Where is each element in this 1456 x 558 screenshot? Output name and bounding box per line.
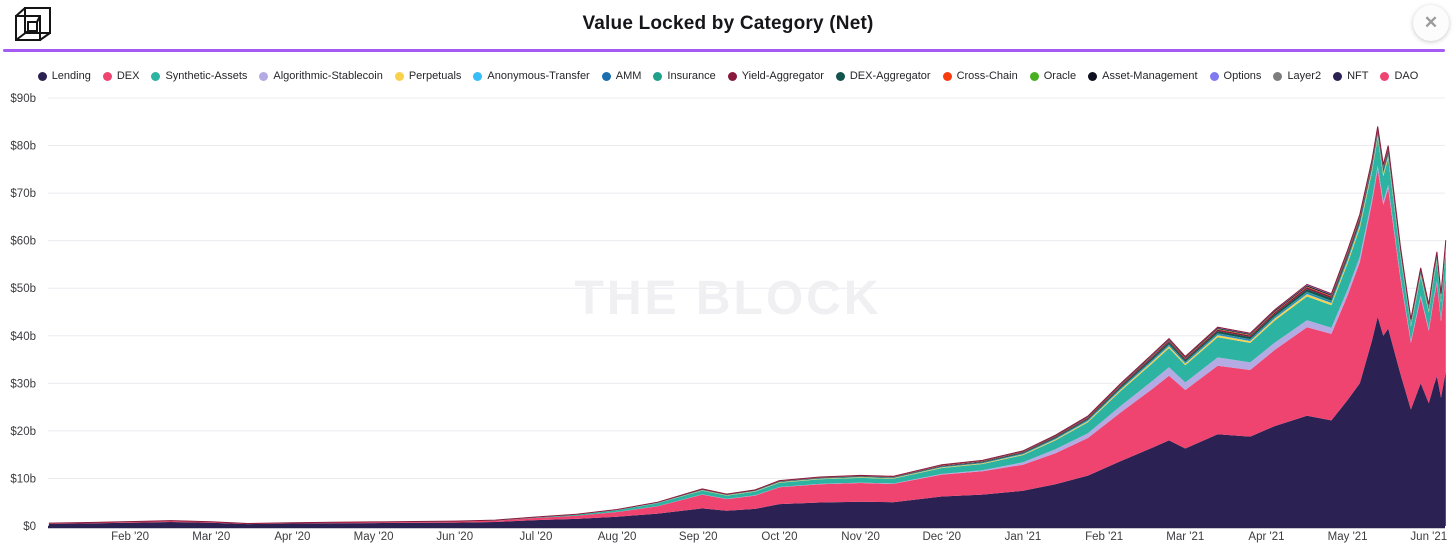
legend-item-cross-chain[interactable]: Cross-Chain [943, 70, 1018, 82]
legend-label: Options [1224, 70, 1262, 82]
legend-label: DEX-Aggregator [850, 70, 931, 82]
legend-dot [395, 72, 404, 81]
legend-dot [1088, 72, 1097, 81]
legend-item-oracle[interactable]: Oracle [1030, 70, 1076, 82]
legend-dot [38, 72, 47, 81]
legend-label: DEX [117, 70, 140, 82]
legend-item-dex[interactable]: DEX [103, 70, 140, 82]
legend-item-options[interactable]: Options [1210, 70, 1262, 82]
y-axis-label: $20b [10, 426, 36, 438]
legend-label: DAO [1394, 70, 1418, 82]
x-axis-label: Jan '21 [1005, 531, 1042, 543]
y-axis-label: $50b [10, 283, 36, 295]
legend-dot [1030, 72, 1039, 81]
legend-dot [473, 72, 482, 81]
legend: Lending DEX Synthetic-Assets Algorithmic-St… [0, 67, 1456, 85]
page-title: Value Locked by Category (Net) [0, 13, 1456, 35]
x-axis-label: Mar '21 [1166, 531, 1204, 543]
legend-item-lending[interactable]: Lending [38, 70, 91, 82]
x-axis-label: Oct '20 [761, 531, 797, 543]
legend-label: Synthetic-Assets [165, 70, 247, 82]
legend-dot [151, 72, 160, 81]
legend-label: Insurance [667, 70, 715, 82]
legend-label: Layer2 [1287, 70, 1321, 82]
legend-item-dex-aggregator[interactable]: DEX-Aggregator [836, 70, 931, 82]
y-axis-label: $60b [10, 236, 36, 248]
legend-label: Yield-Aggregator [742, 70, 824, 82]
header-divider [3, 49, 1445, 52]
chart-area[interactable]: THE BLOCK $0$10b$20b$30b$40b$50b$60b$70b… [0, 88, 1456, 553]
legend-item-anonymous-transfer[interactable]: Anonymous-Transfer [473, 70, 589, 82]
y-axis-label: $90b [10, 93, 36, 105]
legend-label: Asset-Management [1102, 70, 1197, 82]
legend-item-yield-aggregator[interactable]: Yield-Aggregator [728, 70, 824, 82]
legend-dot [1333, 72, 1342, 81]
y-axis-label: $0 [23, 521, 36, 533]
legend-dot [943, 72, 952, 81]
chart-canvas[interactable]: $0 $10b $20b $30b $40b $50b $60b $70b $80b $90b Fe… [0, 88, 1456, 553]
legend-label: Oracle [1044, 70, 1076, 82]
legend-dot [1380, 72, 1389, 81]
legend-label: Perpetuals [409, 70, 462, 82]
x-axis-label: Feb '20 [111, 531, 149, 543]
y-axis-label: $40b [10, 331, 36, 343]
y-axis-label: $10b [10, 473, 36, 485]
x-axis-label: Nov '20 [841, 531, 880, 543]
x-axis-label: Sep '20 [679, 531, 718, 543]
y-axis-label: $30b [10, 378, 36, 390]
x-axis-label: Jun '20 [436, 531, 473, 543]
x-axis-label: May '20 [354, 531, 394, 543]
legend-item-algorithmic-stablecoin[interactable]: Algorithmic-Stablecoin [259, 70, 382, 82]
close-button[interactable]: ✕ [1413, 5, 1449, 41]
legend-item-amm[interactable]: AMM [602, 70, 642, 82]
legend-dot [728, 72, 737, 81]
legend-label: Anonymous-Transfer [487, 70, 589, 82]
x-axis-label: Apr '21 [1248, 531, 1284, 543]
legend-item-layer2[interactable]: Layer2 [1273, 70, 1321, 82]
x-axis-label: Mar '20 [192, 531, 230, 543]
legend-dot [602, 72, 611, 81]
legend-dot [1273, 72, 1282, 81]
legend-item-asset-management[interactable]: Asset-Management [1088, 70, 1197, 82]
legend-item-insurance[interactable]: Insurance [653, 70, 715, 82]
legend-dot [653, 72, 662, 81]
close-icon: ✕ [1424, 13, 1438, 32]
x-axis-label: Feb '21 [1085, 531, 1123, 543]
legend-label: Lending [52, 70, 91, 82]
x-axis-label: Dec '20 [922, 531, 961, 543]
legend-item-nft[interactable]: NFT [1333, 70, 1368, 82]
x-axis-label: Aug '20 [598, 531, 637, 543]
legend-label: Algorithmic-Stablecoin [273, 70, 382, 82]
legend-label: Cross-Chain [957, 70, 1018, 82]
legend-dot [259, 72, 268, 81]
legend-dot [836, 72, 845, 81]
y-axis-label: $70b [10, 188, 36, 200]
legend-item-perpetuals[interactable]: Perpetuals [395, 70, 462, 82]
x-axis-label: May '21 [1328, 531, 1368, 543]
legend-label: AMM [616, 70, 642, 82]
legend-label: NFT [1347, 70, 1368, 82]
legend-dot [1210, 72, 1219, 81]
x-axis-label: Jun '21 [1410, 531, 1447, 543]
legend-dot [103, 72, 112, 81]
legend-item-dao[interactable]: DAO [1380, 70, 1418, 82]
y-axis-label: $80b [10, 141, 36, 153]
x-axis-label: Apr '20 [274, 531, 310, 543]
x-axis-label: Jul '20 [519, 531, 552, 543]
legend-item-synthetic-assets[interactable]: Synthetic-Assets [151, 70, 247, 82]
